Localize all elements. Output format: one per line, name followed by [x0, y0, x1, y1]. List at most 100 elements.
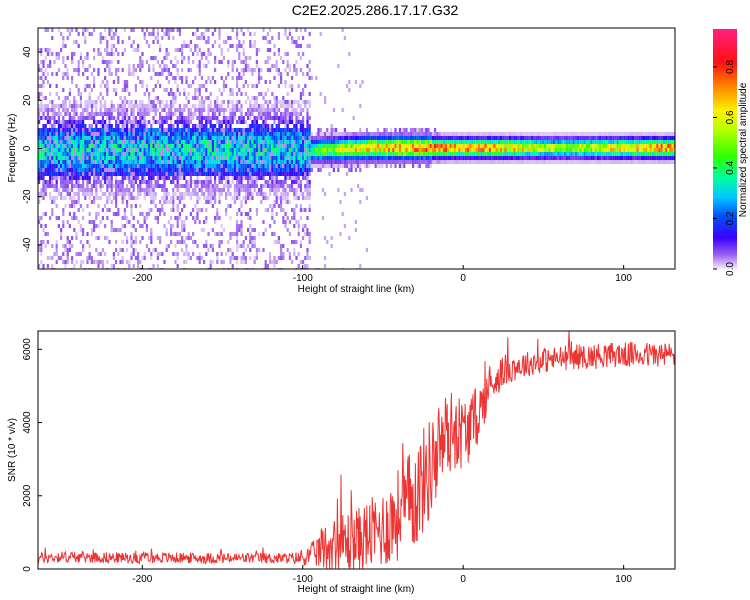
heatmap-cell [447, 136, 450, 140]
heatmap-cell [130, 208, 133, 212]
heatmap-cell [126, 120, 129, 124]
heatmap-cell [280, 172, 283, 176]
heatmap-cell [108, 72, 111, 76]
heatmap-cell [176, 72, 179, 76]
heatmap-cell [280, 192, 283, 196]
heatmap-cell [222, 120, 225, 124]
heatmap-cell [110, 144, 113, 148]
heatmap-cell [163, 160, 166, 164]
heatmap-cell [462, 136, 465, 140]
heatmap-cell [332, 168, 335, 172]
heatmap-cell [449, 156, 452, 160]
heatmap-cell [174, 148, 177, 152]
heatmap-cell [249, 68, 252, 72]
heatmap-cell [240, 184, 243, 188]
heatmap-cell [170, 176, 173, 180]
heatmap-cell [401, 160, 404, 164]
heatmap-cell [513, 132, 516, 136]
heatmap-cell [185, 164, 188, 168]
heatmap-cell [297, 228, 300, 232]
heatmap-cell [258, 192, 261, 196]
heatmap-cell [137, 124, 140, 128]
heatmap-cell [282, 252, 285, 256]
heatmap-cell [40, 160, 43, 164]
heatmap-cell [284, 52, 287, 56]
heatmap-cell [293, 144, 296, 148]
heatmap-cell [385, 132, 388, 136]
heatmap-cell [189, 236, 192, 240]
heatmap-cell [398, 132, 401, 136]
heatmap-cell [297, 148, 300, 152]
heatmap-cell [214, 124, 217, 128]
heatmap-cell [176, 232, 179, 236]
heatmap-cell [123, 80, 126, 84]
heatmap-cell [163, 148, 166, 152]
heatmap-cell [66, 188, 69, 192]
heatmap-cell [288, 28, 291, 32]
heatmap-cell [108, 132, 111, 136]
heatmap-cell [308, 240, 311, 244]
heatmap-cell [60, 168, 63, 172]
heatmap-cell [304, 104, 307, 108]
heatmap-cell [544, 144, 547, 148]
heatmap-cell [220, 240, 223, 244]
heatmap-cell [84, 188, 87, 192]
heatmap-cell [211, 184, 214, 188]
heatmap-cell [440, 140, 443, 144]
heatmap-cell [271, 124, 274, 128]
heatmap-cell [165, 232, 168, 236]
heatmap-cell [73, 192, 76, 196]
heatmap-cell [453, 152, 456, 156]
heatmap-cell [170, 148, 173, 152]
heatmap-cell [108, 240, 111, 244]
heatmap-cell [297, 104, 300, 108]
heatmap-cell [42, 164, 45, 168]
heatmap-cell [238, 120, 241, 124]
heatmap-cell [247, 172, 250, 176]
heatmap-cell [214, 100, 217, 104]
heatmap-cell [145, 136, 148, 140]
heatmap-cell [240, 260, 243, 264]
heatmap-cell [409, 132, 412, 136]
heatmap-cell [68, 164, 71, 168]
heatmap-cell [196, 216, 199, 220]
heatmap-cell [528, 148, 531, 152]
heatmap-cell [152, 56, 155, 60]
heatmap-cell [62, 56, 65, 60]
heatmap-cell [209, 104, 212, 108]
heatmap-cell [291, 168, 294, 172]
heatmap-cell [304, 136, 307, 140]
heatmap-cell [200, 96, 203, 100]
heatmap-cell [326, 156, 329, 160]
heatmap-cell [255, 192, 258, 196]
heatmap-cell [141, 160, 144, 164]
heatmap-cell [412, 140, 415, 144]
heatmap-cell [192, 144, 195, 148]
heatmap-cell [266, 264, 269, 268]
heatmap-cell [137, 176, 140, 180]
heatmap-cell [418, 164, 421, 168]
heatmap-cell [533, 160, 536, 164]
heatmap-cell [537, 160, 540, 164]
heatmap-cell [453, 140, 456, 144]
heatmap-cell [95, 212, 98, 216]
heatmap-cell [286, 116, 289, 120]
heatmap-cell [361, 136, 364, 140]
heatmap-cell [139, 144, 142, 148]
heatmap-cell [387, 152, 390, 156]
heatmap-cell [211, 112, 214, 116]
heatmap-cell [183, 172, 186, 176]
heatmap-cell [247, 216, 250, 220]
heatmap-cell [55, 84, 58, 88]
heatmap-cell [504, 160, 507, 164]
heatmap-cell [64, 160, 67, 164]
heatmap-cell [121, 88, 124, 92]
heatmap-cell [332, 132, 335, 136]
heatmap-cell [227, 164, 230, 168]
heatmap-cell [86, 164, 89, 168]
heatmap-cell [229, 132, 232, 136]
heatmap-cell [161, 116, 164, 120]
heatmap-cell [238, 52, 241, 56]
heatmap-cell [522, 160, 525, 164]
heatmap-cell [233, 112, 236, 116]
